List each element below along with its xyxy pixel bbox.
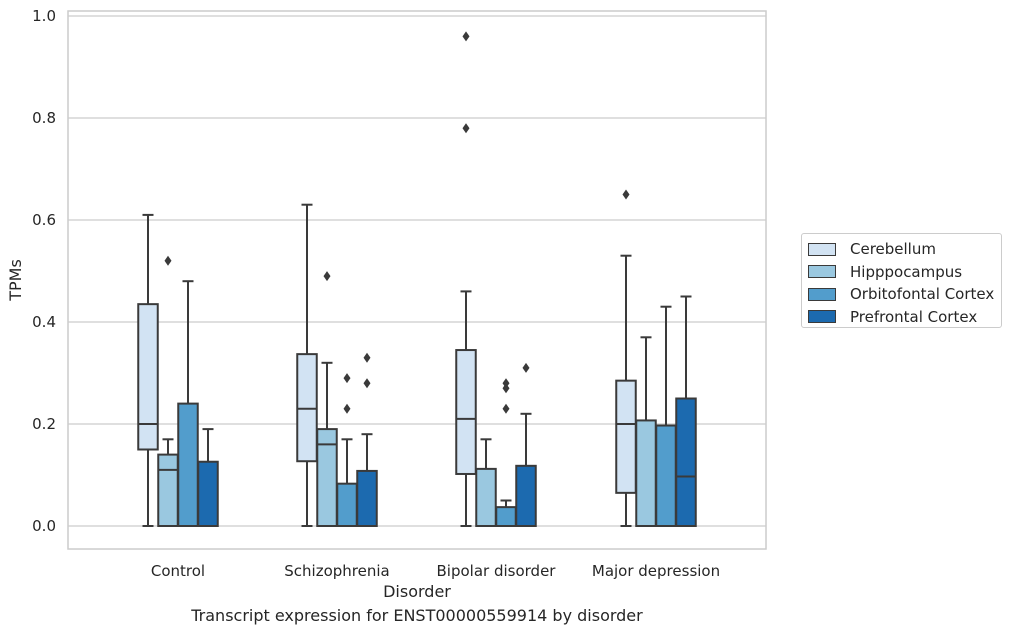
box-1-0 [157, 255, 179, 528]
boxes [137, 31, 697, 528]
outlier-point [323, 271, 331, 282]
y-tick-label: 0.6 [32, 211, 56, 229]
outlier-point [343, 403, 351, 414]
box-body [615, 379, 637, 494]
legend-item: Prefrontal Cortex [808, 306, 1001, 329]
outlier-point [502, 403, 510, 414]
box-body [635, 419, 657, 527]
legend-item: Orbitofontal Cortex [808, 283, 1001, 306]
y-tick-label: 0.0 [32, 517, 56, 535]
legend-label: Hipppocampus [850, 262, 963, 281]
legend-label: Prefrontal Cortex [850, 307, 978, 326]
box-body [475, 467, 497, 528]
box-2-0 [177, 280, 199, 528]
box-1-3 [635, 336, 657, 527]
x-tick-label: Bipolar disorder [437, 562, 557, 580]
box-0-0 [137, 213, 159, 527]
box-body [356, 469, 378, 528]
outlier-point [164, 255, 172, 266]
legend-item: Cerebellum [808, 238, 1001, 261]
plot-area-frame [67, 10, 767, 550]
box-3-3 [675, 295, 697, 527]
y-tick-label: 0.4 [32, 313, 56, 331]
y-tick-label: 1.0 [32, 7, 56, 25]
box-0-3 [615, 189, 637, 527]
legend-swatch [808, 265, 836, 279]
x-axis-label: Disorder [383, 582, 451, 601]
y-tick-label: 0.8 [32, 109, 56, 127]
outlier-point [522, 362, 530, 373]
box-body [137, 303, 159, 451]
outlier-point [622, 189, 630, 200]
box-2-2 [495, 378, 517, 528]
outlier-point [343, 373, 351, 384]
y-axis-ticks: 0.0 0.2 0.4 0.6 0.8 1.0 [32, 7, 56, 535]
box-body [316, 428, 338, 528]
legend-swatch [808, 287, 836, 301]
box-3-0 [197, 428, 219, 527]
box-1-2 [475, 438, 497, 528]
box-body [197, 460, 219, 527]
x-axis-ticks: Control Schizophrenia Bipolar disorder Majo… [151, 562, 720, 580]
box-1-1 [316, 271, 338, 528]
box-body [177, 402, 199, 528]
x-tick-label: Control [151, 562, 205, 580]
legend: Cerebellum Hipppocampus Orbitofontal Corte… [801, 233, 1002, 328]
box-0-2 [455, 31, 477, 527]
x-tick-label: Schizophrenia [284, 562, 389, 580]
box-2-3 [655, 305, 677, 527]
legend-label: Cerebellum [850, 240, 936, 259]
box-body [336, 482, 358, 528]
y-axis-label: TPMs [6, 259, 25, 302]
y-tick-label: 0.2 [32, 415, 56, 433]
outlier-point [363, 352, 371, 363]
box-body [675, 397, 697, 527]
box-3-1 [356, 352, 378, 528]
legend-swatch [808, 310, 836, 324]
chart-caption: Transcript expression for ENST0000055991… [191, 606, 643, 625]
box-body [455, 349, 477, 475]
legend-swatch [808, 242, 836, 256]
box-3-2 [515, 362, 537, 528]
box-body [515, 464, 537, 528]
box-0-1 [296, 203, 318, 527]
box-2-1 [336, 373, 358, 528]
outlier-point [363, 378, 371, 389]
outlier-point [462, 31, 470, 42]
box-body [655, 424, 677, 527]
x-tick-label: Major depression [592, 562, 720, 580]
outlier-point [502, 378, 510, 389]
legend-label: Orbitofontal Cortex [850, 285, 995, 304]
box-body [157, 453, 179, 528]
outlier-point [462, 123, 470, 134]
legend-item: Hipppocampus [808, 261, 1001, 284]
outlier-point [502, 383, 510, 394]
box-body [495, 506, 517, 528]
box-body [296, 353, 318, 463]
